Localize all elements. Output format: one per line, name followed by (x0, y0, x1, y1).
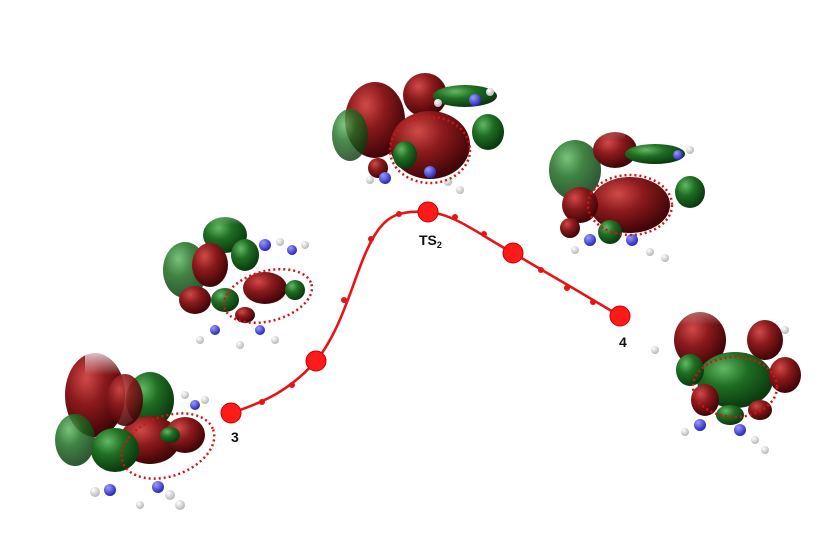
highlight-ellipse-upper-right (586, 173, 674, 237)
highlight-ellipse-4 (691, 355, 779, 419)
reaction-path (220, 201, 631, 424)
label-ts2-subscript: 2 (437, 240, 442, 250)
path-point (481, 231, 487, 237)
highlight-ellipse-ts2 (388, 115, 472, 185)
intermediate-point (502, 242, 524, 264)
highlight-ellipse-3 (120, 412, 216, 480)
label-4: 4 (619, 334, 627, 350)
label-ts2: TS2 (419, 232, 442, 250)
label-ts2-main: TS (419, 232, 437, 248)
path-point (564, 285, 570, 291)
path-point (538, 267, 544, 273)
path-point (368, 236, 374, 242)
stationary-point-3 (220, 402, 242, 424)
stationary-point-ts2 (417, 201, 439, 223)
path-key-points (220, 201, 631, 424)
molecule-orbital-3 (55, 345, 216, 510)
path-point (452, 214, 458, 220)
intermediate-point (305, 350, 327, 372)
path-point (396, 211, 402, 217)
molecule-orbital-upper-right (549, 100, 705, 262)
path-point (289, 382, 295, 388)
path-small-points (259, 211, 596, 405)
reaction-path-curve (230, 210, 621, 415)
molecule-orbital-4 (651, 285, 801, 454)
stationary-point-4 (609, 305, 631, 327)
label-3: 3 (231, 429, 239, 445)
highlight-ellipse-mid-left (222, 267, 314, 325)
molecule-orbital-mid-left (163, 195, 314, 349)
path-point (341, 297, 347, 303)
molecule-orbital-ts2 (332, 35, 504, 194)
path-point (590, 299, 596, 305)
path-point (259, 399, 265, 405)
